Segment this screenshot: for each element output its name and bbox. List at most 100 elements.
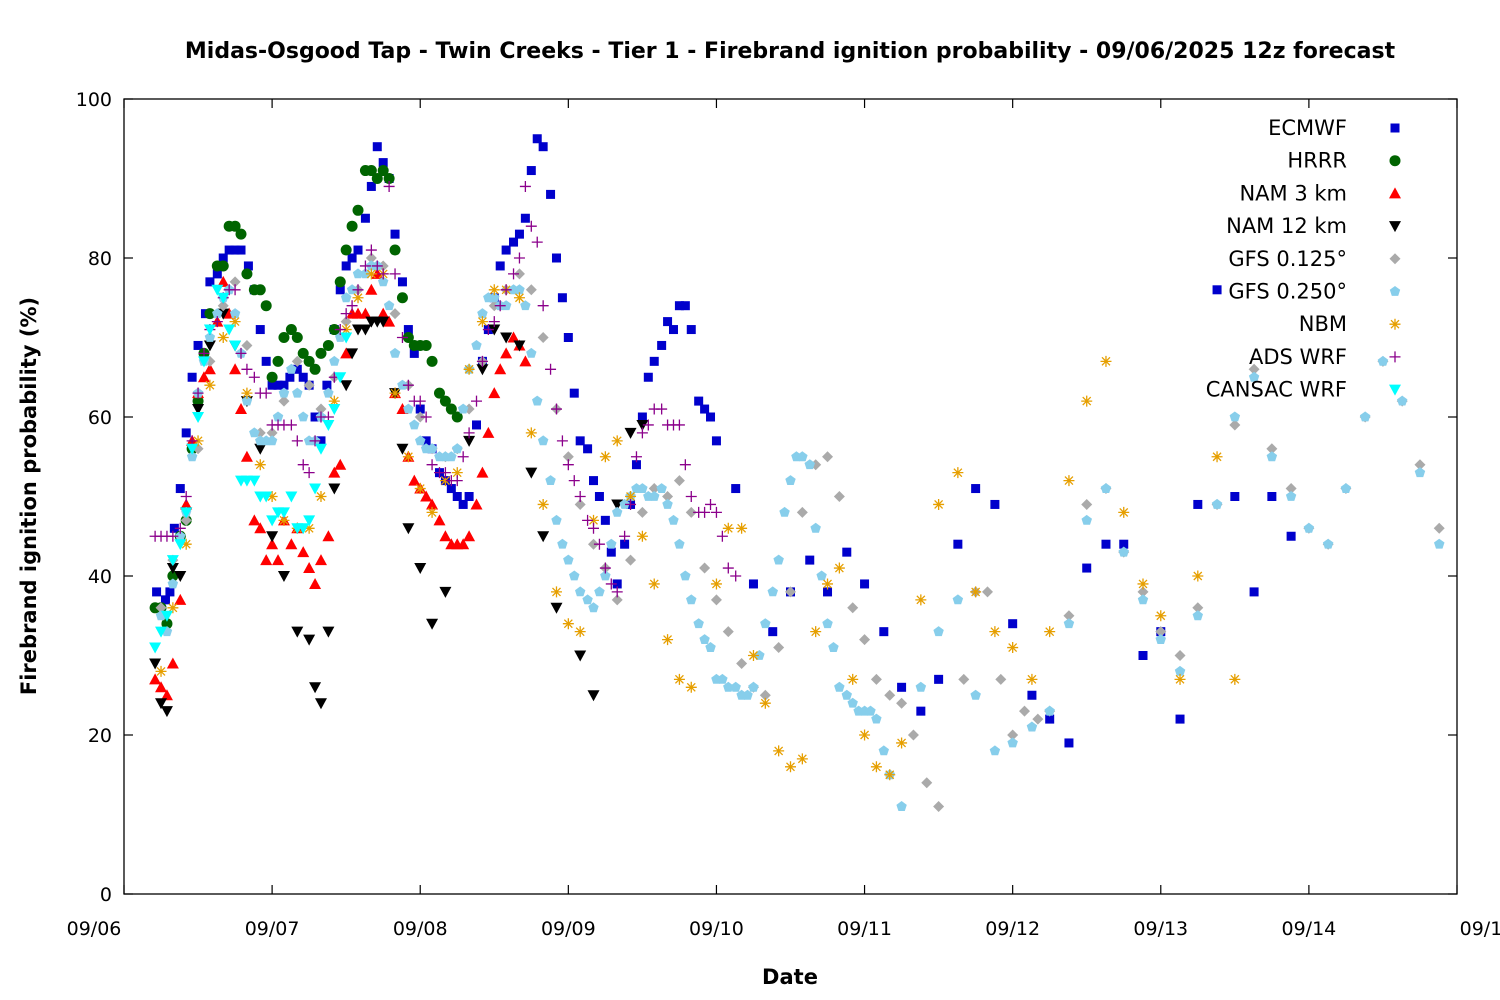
x-tick-label: 09/10 <box>689 918 744 940</box>
data-point <box>520 300 531 311</box>
data-point <box>546 189 556 199</box>
data-point <box>377 316 390 328</box>
data-point <box>488 316 500 328</box>
data-point <box>668 514 679 525</box>
data-point <box>594 586 605 597</box>
data-point <box>476 355 488 367</box>
data-point <box>933 498 945 510</box>
data-point <box>785 586 796 598</box>
data-point <box>446 451 457 462</box>
data-point <box>322 380 332 390</box>
data-point <box>309 577 322 589</box>
data-point <box>859 634 871 646</box>
legend-marker <box>1389 384 1401 396</box>
data-point <box>352 292 364 304</box>
legend-label: GFS 0.250° <box>1228 280 1347 304</box>
data-point <box>896 801 907 811</box>
x-tick-label: 09/14 <box>1282 918 1337 940</box>
data-point <box>451 411 463 423</box>
data-point <box>389 387 401 399</box>
data-point <box>1230 492 1240 501</box>
data-point <box>934 674 944 684</box>
data-point <box>174 593 187 605</box>
data-point <box>426 443 438 454</box>
data-point <box>340 324 352 336</box>
data-point <box>619 498 630 509</box>
data-point <box>452 492 462 501</box>
data-point <box>685 681 697 693</box>
data-point <box>341 261 351 271</box>
data-point <box>668 325 678 335</box>
y-tick-label: 0 <box>100 884 112 906</box>
data-point <box>685 491 697 502</box>
data-point <box>248 371 260 383</box>
data-point <box>489 292 500 303</box>
data-point <box>759 697 771 709</box>
data-point <box>625 554 637 566</box>
data-point <box>248 475 261 487</box>
data-point <box>285 538 298 550</box>
x-tick-label: 09/13 <box>1133 918 1188 940</box>
data-point <box>365 252 377 264</box>
legend-label: ADS WRF <box>1249 345 1347 369</box>
data-point <box>229 220 241 232</box>
data-point <box>537 332 549 343</box>
data-point <box>255 325 265 335</box>
data-point <box>1193 499 1203 509</box>
data-point <box>452 443 463 454</box>
data-point <box>409 348 419 358</box>
data-point <box>297 523 310 535</box>
data-point <box>303 522 315 534</box>
data-point <box>509 237 519 247</box>
data-point <box>589 476 599 486</box>
data-point <box>649 491 660 501</box>
data-point <box>574 650 587 662</box>
data-point <box>916 706 926 716</box>
data-point <box>953 539 963 549</box>
data-point <box>870 673 882 685</box>
data-point <box>513 292 525 304</box>
data-point <box>1211 451 1223 463</box>
data-point <box>476 316 488 328</box>
data-point <box>377 307 390 319</box>
data-point <box>254 427 266 439</box>
data-point <box>236 245 246 255</box>
data-point <box>1397 395 1408 406</box>
data-point <box>433 514 446 526</box>
data-point <box>1081 395 1093 407</box>
data-point <box>340 292 352 303</box>
legend-marker <box>1389 155 1401 167</box>
data-point <box>285 372 295 382</box>
legend-label: NAM 3 km <box>1239 181 1347 205</box>
data-point <box>1303 522 1315 533</box>
data-point <box>360 213 370 223</box>
data-point <box>229 284 241 296</box>
data-point <box>218 253 228 263</box>
data-point <box>235 228 247 240</box>
data-point <box>842 547 852 557</box>
data-point <box>309 435 321 447</box>
data-point <box>383 180 395 192</box>
data-point <box>451 475 463 487</box>
data-point <box>378 276 389 287</box>
data-point <box>722 626 734 638</box>
data-point <box>711 436 721 446</box>
data-point <box>532 395 543 406</box>
data-point <box>303 355 315 367</box>
data-point <box>551 253 561 263</box>
data-point <box>847 697 858 708</box>
data-point <box>174 571 187 582</box>
data-point <box>870 761 882 773</box>
data-point <box>261 356 271 366</box>
data-point <box>1267 492 1277 501</box>
data-point <box>229 316 241 328</box>
data-point <box>408 474 421 486</box>
data-point <box>371 173 383 184</box>
data-point <box>212 308 223 319</box>
data-point <box>181 428 191 438</box>
data-point <box>402 379 414 391</box>
data-point <box>694 396 704 406</box>
data-point <box>149 658 162 670</box>
series-nam-3-km <box>149 267 532 701</box>
